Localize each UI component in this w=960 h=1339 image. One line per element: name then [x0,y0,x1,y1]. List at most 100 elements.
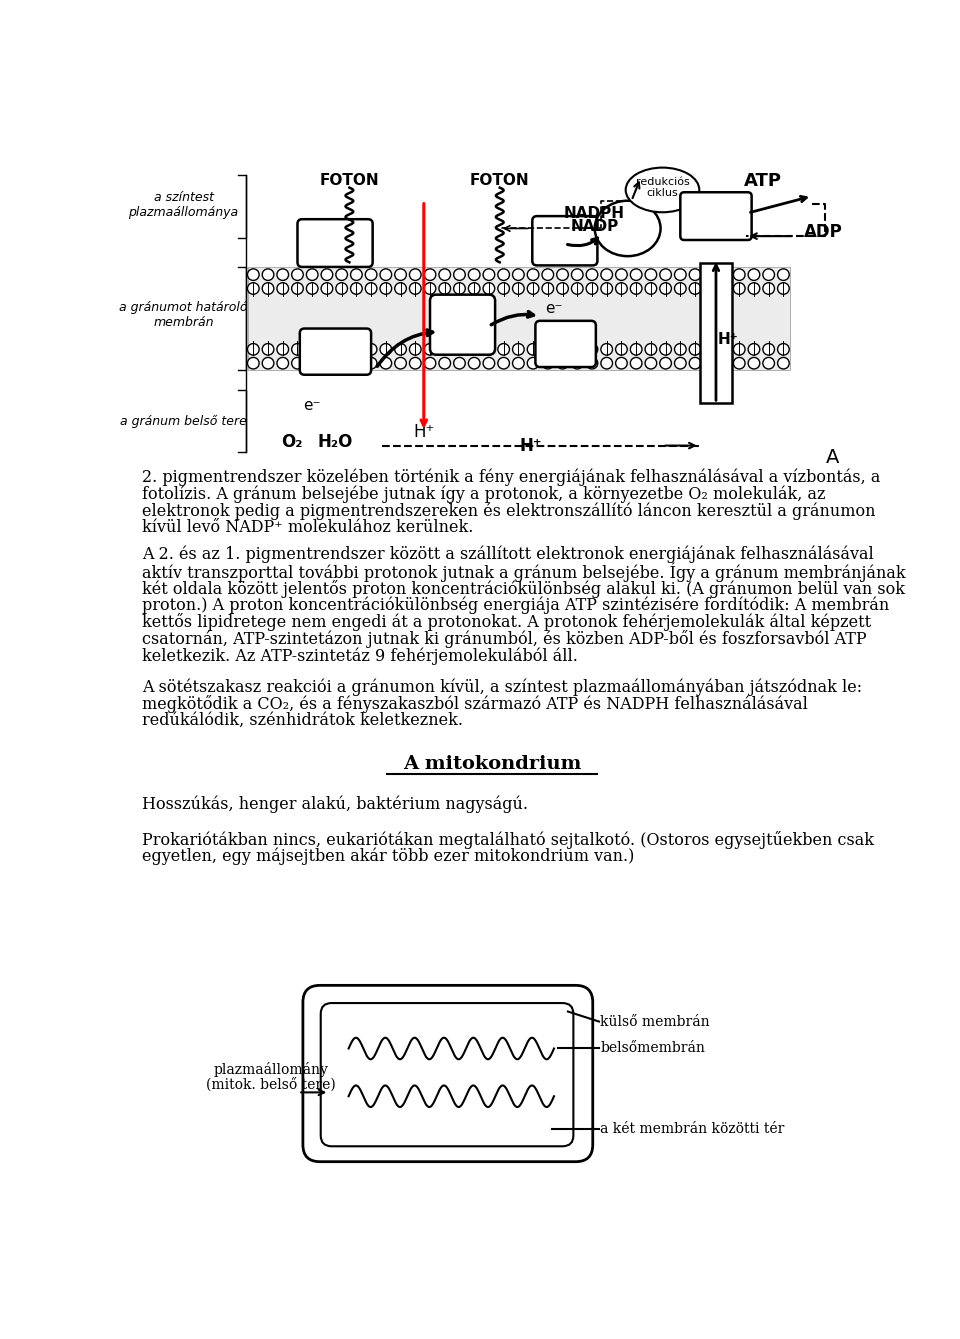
Text: 2. pigmentrendszer közelében történik a fény energiájának felhasználásával a víz: 2. pigmentrendszer közelében történik a … [142,469,880,486]
Circle shape [557,344,568,355]
Text: a két membrán közötti tér: a két membrán közötti tér [601,1122,785,1137]
Circle shape [306,269,318,280]
FancyBboxPatch shape [303,986,592,1162]
Circle shape [778,358,789,370]
Circle shape [527,283,539,295]
Circle shape [410,269,421,280]
Text: két oldala között jelentős proton koncentrációkülönbség alakul ki. (A gránumon b: két oldala között jelentős proton koncen… [142,580,904,597]
FancyBboxPatch shape [532,216,597,265]
Circle shape [439,269,450,280]
Circle shape [615,283,627,295]
Text: H⁺: H⁺ [413,423,435,441]
Circle shape [704,344,715,355]
Ellipse shape [594,201,660,256]
FancyBboxPatch shape [300,328,372,375]
Text: proton.) A proton koncentrációkülönbség energiája ATP szintézisére fordítódik: A: proton.) A proton koncentrációkülönbség … [142,596,889,615]
Circle shape [513,283,524,295]
Circle shape [454,283,466,295]
Circle shape [631,358,642,370]
Circle shape [675,283,686,295]
Circle shape [675,344,686,355]
FancyBboxPatch shape [681,193,752,240]
Circle shape [645,358,657,370]
Text: A: A [827,447,840,466]
Circle shape [587,358,598,370]
Circle shape [704,358,715,370]
Circle shape [292,283,303,295]
Circle shape [321,344,333,355]
Circle shape [763,283,775,295]
Circle shape [689,283,701,295]
Circle shape [778,344,789,355]
Circle shape [571,344,583,355]
Circle shape [719,358,731,370]
Circle shape [733,344,745,355]
Circle shape [454,269,466,280]
Circle shape [778,269,789,280]
Circle shape [306,283,318,295]
Circle shape [380,344,392,355]
Circle shape [439,344,450,355]
Circle shape [483,358,494,370]
Text: a színtest
plazmaállománya: a színtest plazmaállománya [129,191,239,220]
Circle shape [424,344,436,355]
Circle shape [276,269,289,280]
Circle shape [557,283,568,295]
Circle shape [689,269,701,280]
Circle shape [439,283,450,295]
Circle shape [276,358,289,370]
FancyBboxPatch shape [298,220,372,266]
Text: A mitokondrium: A mitokondrium [403,755,581,773]
Text: csatornán, ATP-szintetázon jutnak ki gránumból, és közben ADP-ből és foszforsavb: csatornán, ATP-szintetázon jutnak ki grá… [142,631,866,648]
Circle shape [336,283,348,295]
Bar [700,262,732,403]
Circle shape [306,344,318,355]
Circle shape [439,358,450,370]
Circle shape [527,269,539,280]
Circle shape [424,269,436,280]
Circle shape [645,344,657,355]
Circle shape [601,269,612,280]
Circle shape [410,358,421,370]
Circle shape [366,358,377,370]
Circle shape [292,358,303,370]
Circle shape [350,344,362,355]
Circle shape [276,344,289,355]
Bar [248,266,790,370]
Circle shape [748,344,759,355]
Text: aktív transzporttal további protonok jutnak a gránum belsejébe. Így a gránum mem: aktív transzporttal további protonok jut… [142,562,905,582]
Circle shape [336,344,348,355]
Circle shape [660,269,671,280]
Circle shape [601,358,612,370]
Text: FOTON: FOTON [320,173,379,189]
Text: A 2. és az 1. pigmentrendszer között a szállított elektronok energiájának felhas: A 2. és az 1. pigmentrendszer között a s… [142,546,874,564]
Circle shape [366,283,377,295]
Circle shape [248,358,259,370]
Circle shape [689,358,701,370]
Text: NADPH: NADPH [564,206,625,221]
Circle shape [395,358,406,370]
Circle shape [704,269,715,280]
Text: a gránumot határoló
membrán: a gránumot határoló membrán [119,301,248,328]
Circle shape [350,283,362,295]
Circle shape [498,344,510,355]
Text: ATP: ATP [744,171,782,190]
Circle shape [262,283,274,295]
Circle shape [733,269,745,280]
Circle shape [380,283,392,295]
Circle shape [778,283,789,295]
Circle shape [336,269,348,280]
Circle shape [395,344,406,355]
Text: e⁻: e⁻ [303,398,321,412]
Circle shape [542,283,554,295]
Text: NADP: NADP [570,220,618,234]
Circle shape [468,344,480,355]
Circle shape [498,358,510,370]
Circle shape [719,344,731,355]
Text: egyetlen, egy májsejtben akár több ezer mitokondrium van.): egyetlen, egy májsejtben akár több ezer … [142,848,634,865]
Circle shape [587,344,598,355]
Circle shape [321,283,333,295]
Circle shape [483,269,494,280]
Circle shape [542,269,554,280]
Text: e⁻: e⁻ [545,301,563,316]
